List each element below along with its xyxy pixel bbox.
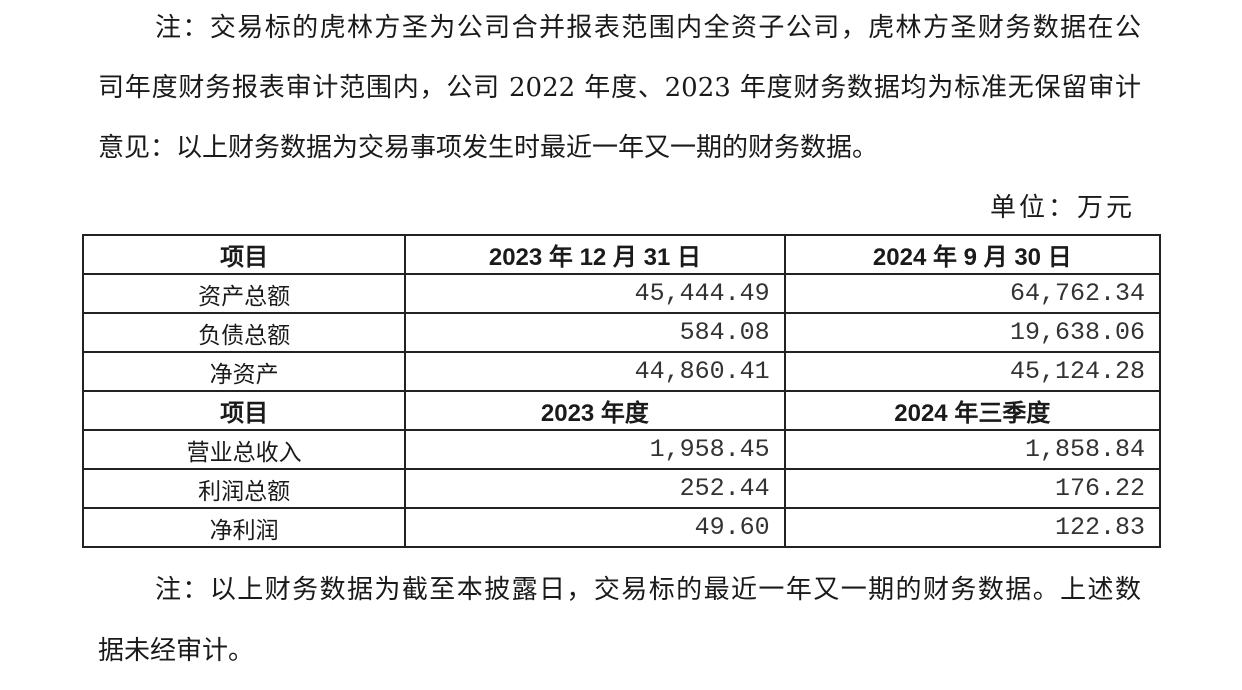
table-header-row: 项目 2023 年 12 月 31 日 2024 年 9 月 30 日	[81, 234, 1162, 275]
table-row: 利润总额 252.44 176.22	[81, 468, 1162, 509]
value-cell: 1,858.84	[783, 429, 1162, 470]
financial-table: 项目 2023 年 12 月 31 日 2024 年 9 月 30 日 资产总额…	[81, 234, 1162, 548]
row-label: 营业总收入	[81, 429, 407, 470]
value-cell: 45,124.28	[783, 351, 1162, 392]
table-row: 净利润 49.60 122.83	[81, 507, 1162, 548]
value-cell: 584.08	[404, 312, 786, 353]
row-label: 净利润	[81, 507, 407, 548]
header-cell: 2024 年三季度	[783, 390, 1162, 431]
table-row: 负债总额 584.08 19,638.06	[81, 312, 1162, 353]
value-cell: 64,762.34	[783, 273, 1162, 314]
header-cell: 2024 年 9 月 30 日	[783, 234, 1162, 275]
value-cell: 252.44	[404, 468, 786, 509]
value-cell: 49.60	[404, 507, 786, 548]
header-cell: 2023 年度	[404, 390, 786, 431]
note-bottom-line-2: 据未经审计。	[98, 636, 255, 666]
table-row: 净资产 44,860.41 45,124.28	[81, 351, 1162, 392]
row-label: 利润总额	[81, 468, 407, 509]
unit-label: 单位：万元	[990, 193, 1136, 223]
row-label: 资产总额	[81, 273, 407, 314]
note-top-line-1: 注：交易标的虎林方圣为公司合并报表范围内全资子公司，虎林方圣财务数据在公	[155, 13, 1141, 43]
note-top-line-2: 司年度财务报表审计范围内，公司 2022 年度、2023 年度财务数据均为标准无…	[98, 73, 1141, 103]
value-cell: 176.22	[783, 468, 1162, 509]
note-top-line-3: 意见：以上财务数据为交易事项发生时最近一年又一期的财务数据。	[98, 133, 879, 163]
table-row: 资产总额 45,444.49 64,762.34	[81, 273, 1162, 314]
header-cell: 项目	[81, 234, 407, 275]
value-cell: 122.83	[783, 507, 1162, 548]
value-cell: 1,958.45	[404, 429, 786, 470]
value-cell: 44,860.41	[404, 351, 786, 392]
note-bottom-line-1: 注：以上财务数据为截至本披露日，交易标的最近一年又一期的财务数据。上述数	[155, 575, 1141, 605]
table-row: 营业总收入 1,958.45 1,858.84	[81, 429, 1162, 470]
header-cell: 项目	[81, 390, 407, 431]
header-cell: 2023 年 12 月 31 日	[404, 234, 786, 275]
row-label: 负债总额	[81, 312, 407, 353]
table-header-row: 项目 2023 年度 2024 年三季度	[81, 390, 1162, 431]
row-label: 净资产	[81, 351, 407, 392]
value-cell: 45,444.49	[404, 273, 786, 314]
value-cell: 19,638.06	[783, 312, 1162, 353]
